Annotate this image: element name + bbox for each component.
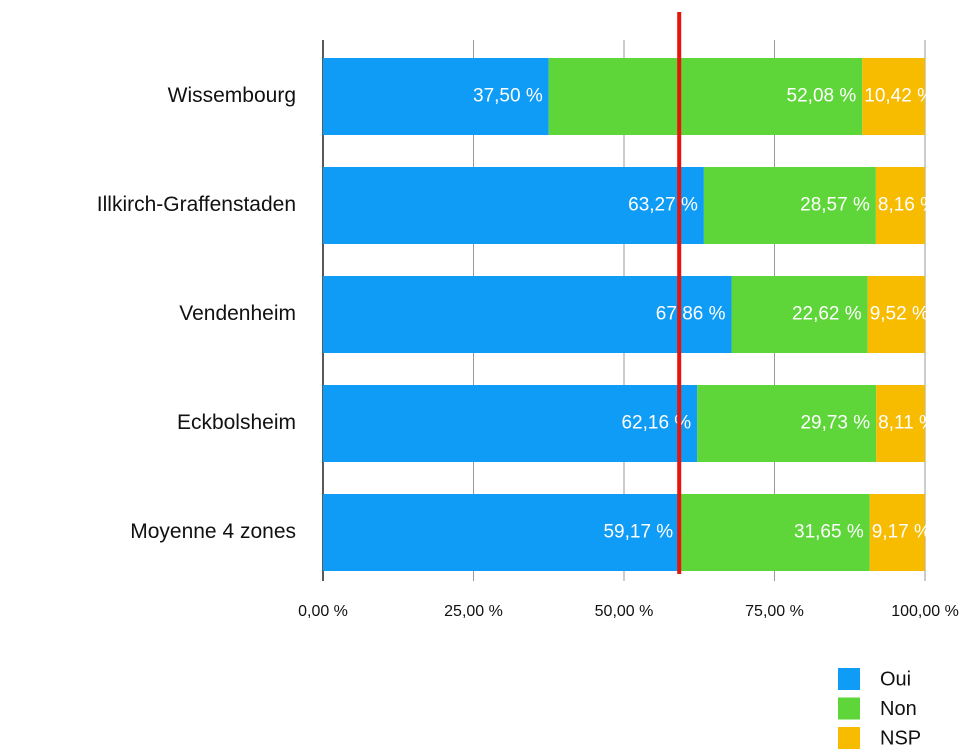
category-label: Moyenne 4 zones <box>130 520 296 543</box>
value-label: 37,50 % <box>473 86 543 107</box>
bar-segment <box>323 58 549 135</box>
legend-swatch <box>838 697 860 720</box>
legend-label: Non <box>880 698 917 720</box>
value-label: 29,73 % <box>800 413 870 434</box>
value-label: 9,17 % <box>872 522 931 543</box>
bar-segment <box>697 385 877 462</box>
bar-segment <box>869 494 925 571</box>
x-tick-label: 25,00 % <box>444 603 503 620</box>
value-label: 62,16 % <box>621 413 691 434</box>
legend-label: NSP <box>880 727 921 749</box>
bar-segment <box>679 494 870 571</box>
value-label: 67,86 % <box>656 304 726 325</box>
bar-segment <box>862 58 925 135</box>
bar-segment <box>323 167 704 244</box>
value-label: 8,11 % <box>878 413 936 434</box>
value-label: 9,52 % <box>870 304 929 325</box>
value-label: 31,65 % <box>794 522 864 543</box>
legend-label: Oui <box>880 668 911 690</box>
x-tick-label: 75,00 % <box>745 603 804 620</box>
x-tick-label: 50,00 % <box>595 603 654 620</box>
x-tick-label: 100,00 % <box>891 603 959 620</box>
legend-swatch <box>838 668 860 690</box>
value-label: 63,27 % <box>628 195 698 216</box>
x-tick-label: 0,00 % <box>298 603 348 620</box>
bar-segment <box>323 494 680 571</box>
category-label: Wissembourg <box>168 84 296 107</box>
bar-segment <box>323 385 698 462</box>
category-label: Eckbolsheim <box>177 411 296 434</box>
category-label: Vendenheim <box>179 302 296 325</box>
value-label: 52,08 % <box>787 86 857 107</box>
bar-segment <box>876 385 925 462</box>
bar-segment <box>548 58 863 135</box>
bar-segment <box>323 276 732 353</box>
bar-segment <box>867 276 925 353</box>
bar-segment <box>731 276 868 353</box>
value-label: 22,62 % <box>792 304 862 325</box>
value-label: 28,57 % <box>800 195 870 216</box>
value-label: 8,16 % <box>878 195 937 216</box>
bar-segment <box>875 167 925 244</box>
value-label: 59,17 % <box>603 522 673 543</box>
category-label: Illkirch-Graffenstaden <box>97 193 296 216</box>
value-label: 10,42 % <box>864 86 934 107</box>
bar-segment <box>703 167 876 244</box>
legend-swatch <box>838 727 860 749</box>
